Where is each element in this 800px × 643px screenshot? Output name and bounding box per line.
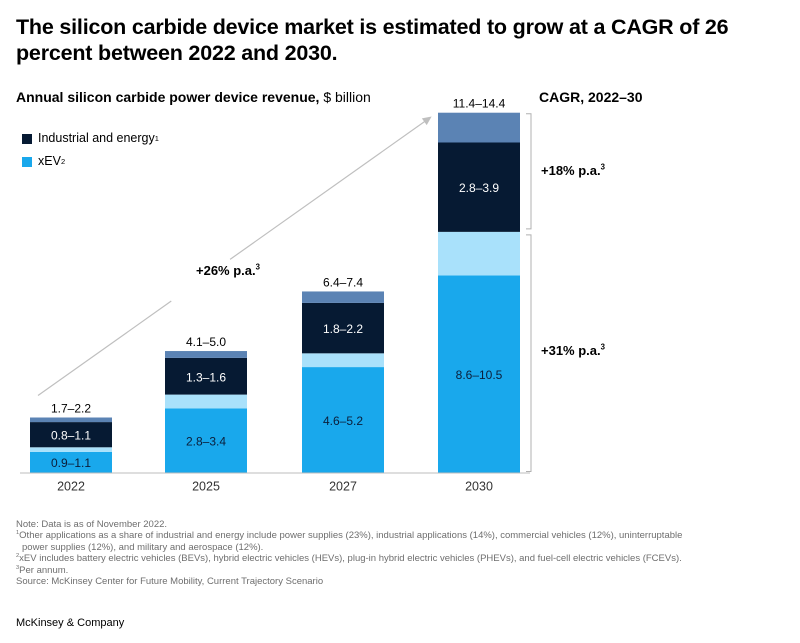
data-label-industrial-2030: 2.8–3.9: [459, 181, 499, 195]
x-tick-2025: 2025: [192, 480, 220, 494]
bar-industrial-2027: [302, 302, 384, 354]
bar-other-2027: [302, 291, 384, 303]
footnote-3: 3Per annum.: [16, 564, 69, 576]
footnotes: Note: Data is as of November 2022. 1Othe…: [16, 519, 786, 587]
bar-industrial-2030: [438, 142, 520, 232]
legend-swatch-xev: [22, 156, 32, 167]
data-label-xev-2025: 2.8–3.4: [186, 434, 226, 448]
bracket-industrial: [526, 113, 532, 230]
brand-logo-text: McKinsey & Company: [16, 617, 125, 629]
cagr-xev-note: 3: [600, 342, 605, 352]
bracket-xev: [526, 234, 532, 472]
legend-label-industrial: Industrial and energy: [38, 131, 155, 146]
bar-xev-2025: [165, 408, 247, 473]
cagr-xev-text: +31% p.a.: [541, 343, 601, 359]
data-label-xev-2030: 8.6–10.5: [456, 368, 503, 382]
x-tick-2030: 2030: [465, 480, 493, 494]
subtitle-measure: Annual silicon carbide power device reve…: [16, 89, 320, 105]
legend-swatch-industrial: [22, 133, 32, 144]
data-label-total-2027: 6.4–7.4: [323, 275, 363, 289]
labels-group: 0.9–1.1 0.8–1.1 1.7–2.2 2022 2.8–3.4 1.3–1.6 4…: [51, 97, 506, 494]
data-label-industrial-2025: 1.3–1.6: [186, 370, 226, 384]
bar-other-2030: [438, 112, 520, 143]
legend-item-industrial: Industrial and energy 1: [22, 131, 159, 146]
subtitle-unit: $ billion: [319, 89, 371, 105]
cagr-industrial-text: +18% p.a.: [541, 163, 601, 179]
data-label-xev-2022: 0.9–1.1: [51, 456, 91, 470]
overall-cagr-text: +26% p.a.: [196, 263, 256, 278]
bar-xev-range-2022: [30, 447, 112, 452]
legend-label-xev: xEV: [38, 154, 61, 169]
bar-xev-2022: [30, 451, 112, 473]
bar-other-2025: [165, 351, 247, 358]
cagr-label-industrial: +18% p.a.3: [541, 163, 605, 178]
cagr-arrow-line-upper: [229, 117, 431, 260]
legend: Industrial and energy 1 xEV 2: [22, 131, 159, 177]
bars-group: [30, 112, 520, 473]
cagr-arrow-head: [421, 116, 432, 126]
footnote-2: 2xEV includes battery electric vehicles …: [16, 553, 682, 565]
footnote-1: 1Other applications as a share of indust…: [16, 530, 683, 542]
cagr-header: CAGR, 2022–30: [539, 89, 643, 105]
cagr-arrow-line-lower: [37, 300, 172, 396]
overall-cagr-label: +26% p.a.3: [196, 263, 260, 278]
data-label-total-2022: 1.7–2.2: [51, 402, 91, 416]
x-tick-2022: 2022: [57, 480, 85, 494]
data-label-total-2030: 11.4–14.4: [453, 97, 506, 111]
bar-other-2022: [30, 417, 112, 423]
cagr-label-xev: +31% p.a.3: [541, 343, 605, 358]
bar-xev-range-2025: [165, 394, 247, 409]
data-label-total-2025: 4.1–5.0: [186, 335, 226, 349]
bar-xev-range-2030: [438, 231, 520, 276]
footnote-source: Source: McKinsey Center for Future Mobil…: [16, 575, 324, 587]
data-label-industrial-2027: 1.8–2.2: [323, 322, 363, 336]
x-tick-2027: 2027: [329, 480, 357, 494]
bar-industrial-2025: [165, 357, 247, 395]
chart-title: The silicon carbide device market is est…: [16, 15, 729, 66]
footnote-1-cont: power supplies (12%), and military and a…: [22, 541, 264, 553]
bar-xev-2027: [302, 367, 384, 473]
bar-xev-2030: [438, 275, 520, 473]
data-label-industrial-2022: 0.8–1.1: [51, 429, 91, 443]
bar-xev-range-2027: [302, 353, 384, 368]
footnote-note: Note: Data is as of November 2022.: [16, 519, 168, 530]
data-label-xev-2027: 4.6–5.2: [323, 414, 363, 428]
annotations-group: [20, 113, 532, 474]
overall-cagr-note: 3: [255, 262, 260, 272]
chart-subtitle: Annual silicon carbide power device reve…: [16, 89, 371, 106]
cagr-industrial-note: 3: [600, 162, 605, 172]
bar-industrial-2022: [30, 422, 112, 448]
legend-item-xev: xEV 2: [22, 154, 159, 169]
